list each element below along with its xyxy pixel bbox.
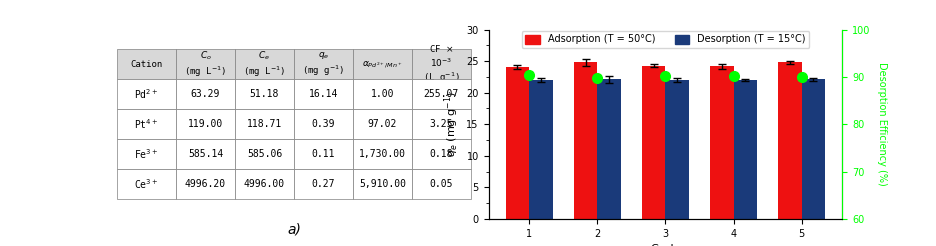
Bar: [642, 65, 665, 219]
Bar: [505, 67, 530, 219]
Bar: [801, 79, 826, 219]
Text: a): a): [287, 223, 300, 237]
Bar: [597, 79, 622, 219]
Bar: [665, 80, 689, 219]
Bar: [709, 66, 734, 219]
Bar: [530, 80, 553, 219]
Bar: [574, 62, 597, 219]
X-axis label: Cycle: Cycle: [651, 244, 680, 246]
Legend: Adsorption (T = 50°C), Desorption (T = 15°C): Adsorption (T = 50°C), Desorption (T = 1…: [521, 31, 810, 48]
Bar: [778, 62, 801, 219]
Y-axis label: $q_e$ (mg g$^{-1}$): $q_e$ (mg g$^{-1}$): [442, 91, 461, 157]
Y-axis label: Desorption Efficiency (%): Desorption Efficiency (%): [877, 62, 887, 186]
Bar: [734, 80, 757, 219]
